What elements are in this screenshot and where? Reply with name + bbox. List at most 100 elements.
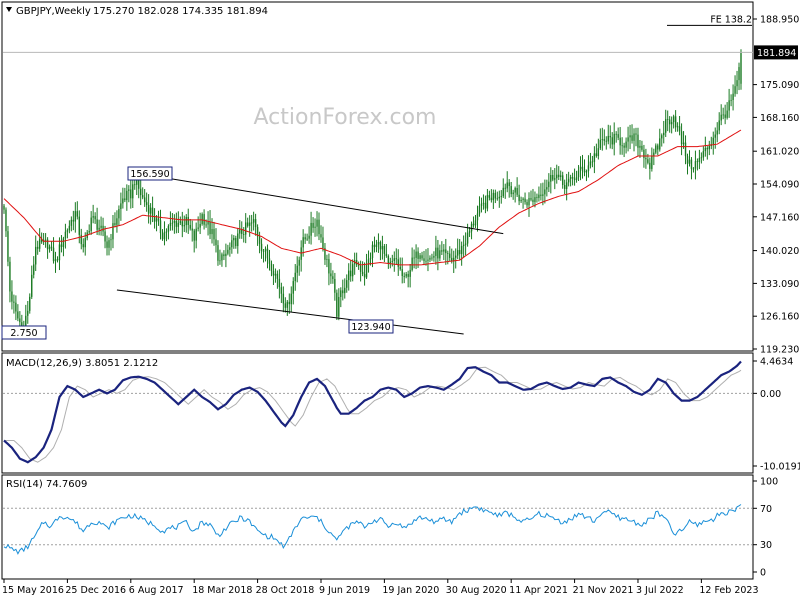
candle xyxy=(556,164,558,184)
candle-body xyxy=(437,247,439,259)
candle-body xyxy=(425,260,427,262)
candle xyxy=(209,210,211,240)
candle xyxy=(108,237,110,256)
candle-body xyxy=(11,291,13,302)
candle-body xyxy=(181,221,184,227)
candle-body xyxy=(159,220,162,234)
candle xyxy=(124,187,126,203)
candle xyxy=(183,215,185,233)
candle-body xyxy=(720,114,722,121)
candle xyxy=(270,260,273,277)
x-tick-label: 12 Feb 2023 xyxy=(699,585,758,596)
candle xyxy=(375,239,378,253)
candle xyxy=(528,192,530,217)
price-overlays: 181.894 FE 138.2 156.590 123.940 2.750 xyxy=(1,14,798,340)
candle-body xyxy=(639,145,641,148)
candle-body xyxy=(223,254,225,257)
candle-body xyxy=(328,259,330,274)
candle-body xyxy=(649,162,651,169)
candle-body xyxy=(268,258,271,264)
candle xyxy=(387,254,390,269)
candle-body xyxy=(373,244,376,248)
price-annotation: 2.750 xyxy=(1,325,47,340)
candle-body xyxy=(738,67,740,81)
collapse-triangle-icon[interactable] xyxy=(6,7,12,12)
candle xyxy=(526,199,528,208)
candle-body xyxy=(80,234,82,245)
candle-body xyxy=(536,197,538,198)
candle xyxy=(678,115,681,136)
candle xyxy=(684,135,687,165)
candle-body xyxy=(254,219,257,228)
candle-body xyxy=(589,161,592,166)
candle-body xyxy=(274,273,277,276)
candle-body xyxy=(332,276,334,279)
candle xyxy=(645,148,647,169)
candle-body xyxy=(585,171,588,173)
candle-body xyxy=(84,238,86,248)
candle-body xyxy=(318,219,320,235)
candle-body xyxy=(38,239,41,249)
candle-body xyxy=(120,203,122,210)
candle-body xyxy=(66,230,69,232)
candle xyxy=(159,209,162,240)
candle-body xyxy=(653,152,655,156)
candle-body xyxy=(272,270,275,276)
candle-body xyxy=(480,203,483,206)
candle xyxy=(207,211,209,236)
candle-body xyxy=(641,145,643,150)
candle-body xyxy=(248,222,251,226)
candle-body xyxy=(554,178,556,180)
candle-body xyxy=(423,258,425,261)
candle xyxy=(233,235,235,249)
candle-body xyxy=(270,263,273,271)
candle xyxy=(403,272,405,284)
candle xyxy=(736,70,738,95)
candle-body xyxy=(60,244,63,247)
candle xyxy=(502,178,504,198)
candle xyxy=(441,241,443,256)
candle xyxy=(173,214,176,234)
price-tick-label: 126.160 xyxy=(760,312,799,323)
candle xyxy=(704,136,707,157)
macd-line xyxy=(3,360,742,464)
candle xyxy=(478,196,481,217)
candle-body xyxy=(76,211,79,217)
candle xyxy=(655,143,657,155)
candle-body xyxy=(609,135,611,138)
x-tick-label: 25 Dec 2016 xyxy=(65,585,126,596)
candle xyxy=(66,228,69,239)
candle-body xyxy=(82,244,84,248)
candle xyxy=(284,297,287,313)
candle-body xyxy=(209,221,211,235)
candle xyxy=(197,216,199,232)
candle-body xyxy=(177,222,180,227)
candle-body xyxy=(153,216,156,222)
candle-body xyxy=(122,198,124,204)
candle-body xyxy=(688,159,691,164)
candle xyxy=(389,257,392,269)
candle xyxy=(583,159,586,177)
candle xyxy=(223,250,225,261)
candle-body xyxy=(351,264,354,277)
candle-body xyxy=(704,147,707,152)
rsi-tick-label: 0 xyxy=(760,568,766,579)
candle-body xyxy=(474,220,477,226)
candle xyxy=(686,153,689,175)
price-panel-frame xyxy=(1,1,754,352)
candle xyxy=(651,147,653,172)
candle-body xyxy=(694,161,697,169)
candle-body xyxy=(346,280,348,288)
candle-body xyxy=(579,166,582,171)
candle xyxy=(520,196,522,204)
candle-body xyxy=(330,273,332,277)
macd-tick-label: -10.0191 xyxy=(760,462,800,473)
candle-body xyxy=(484,202,487,209)
candle xyxy=(447,250,449,265)
candle-body xyxy=(201,214,203,224)
candle-body xyxy=(326,259,328,260)
candle-body xyxy=(655,145,657,153)
candle xyxy=(666,110,669,132)
candle xyxy=(185,214,187,233)
annotation-box xyxy=(127,166,173,181)
